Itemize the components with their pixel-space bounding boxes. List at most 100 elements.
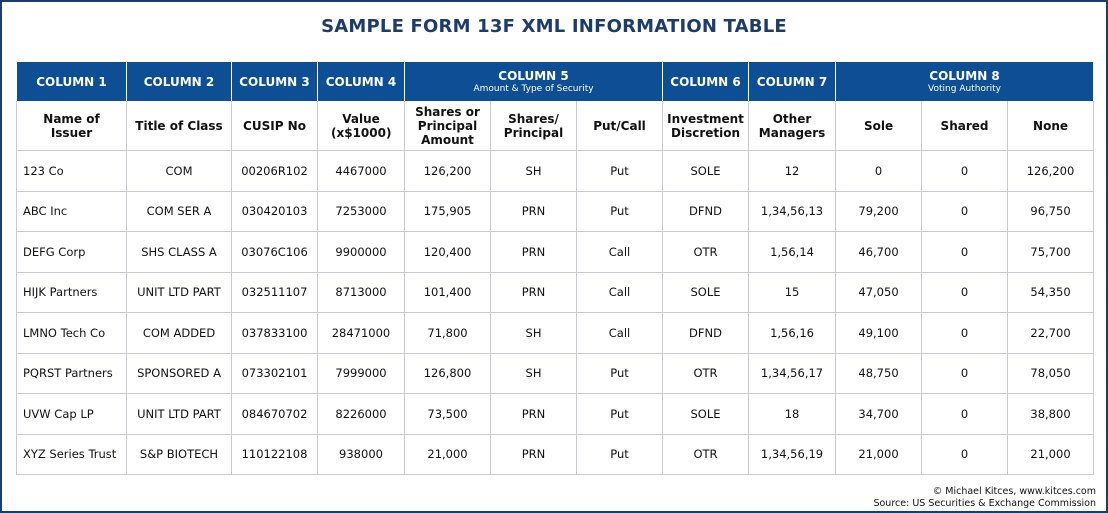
column-header: Shares/ Principal [490,101,577,151]
table-cell: 0 [921,352,1009,394]
table-cell: XYZ Series Trust [16,433,127,475]
table-cell: SOLE [662,393,750,435]
group-label: COLUMN 1 [36,74,107,89]
table-cell: 48,750 [835,352,923,394]
table-cell: 938000 [317,433,405,475]
table-cell: 073302101 [231,352,318,394]
table-cell: DFND [662,190,750,232]
table-cell: 030420103 [231,190,318,232]
table-cell: 084670702 [231,393,318,435]
table-cell: ABC Inc [16,190,127,232]
table-row: DEFG Corp SHS CLASS A 03076C106 9900000 120,… [16,231,1095,273]
table-body: 123 Co COM 00206R102 4467000 126,200 SH Put SOL… [16,150,1095,475]
table-cell: 78,050 [1007,352,1095,394]
column-header-text: Name of Issuer [43,111,100,140]
table-cell: 120,400 [404,231,491,273]
table-cell: 38,800 [1007,393,1095,435]
table-cell: 21,000 [404,433,491,475]
table-cell: 49,100 [835,312,923,354]
table-cell: 126,200 [404,150,491,192]
table-cell: PQRST Partners [16,352,127,394]
table-cell: 12 [748,150,837,192]
table-cell: PRN [490,271,577,313]
table-row: PQRST Partners SPONSORED A 073302101 799900… [16,352,1095,394]
table-row: LMNO Tech Co COM ADDED 037833100 28471000 71… [16,312,1095,354]
table-cell: SH [490,312,577,354]
table-cell: PRN [490,393,577,435]
table-cell: 18 [748,393,837,435]
table-cell: OTR [662,231,750,273]
table-cell: 0 [835,150,923,192]
column-header-text: Sole [863,118,894,133]
table-cell: DFND [662,312,750,354]
table-cell: DEFG Corp [16,231,127,273]
table-row: XYZ Series Trust S&P BIOTECH 110122108 9380… [16,433,1095,475]
column-header: Other Managers [748,101,837,151]
table-cell: 1,56,16 [748,312,837,354]
group-label: COLUMN 6 [670,74,741,89]
table-row: HIJK Partners UNIT LTD PART 032511107 87130… [16,271,1095,313]
table-cell: SOLE [662,150,750,192]
column-header: Shared [921,101,1009,151]
table-cell: 1,34,56,19 [748,433,837,475]
column-header-text: Shared [940,118,989,133]
table-cell: 8226000 [317,393,405,435]
table-cell: 8713000 [317,271,405,313]
table-cell: 4467000 [317,150,405,192]
column-header: Name of Issuer [16,101,127,151]
table-cell: LMNO Tech Co [16,312,127,354]
table-cell: 7999000 [317,352,405,394]
column-header-text: CUSIP No [243,118,306,133]
column-header-text: Shares or Principal Amount [415,104,480,147]
group-label: COLUMN 2 [143,74,215,89]
column-header: None [1007,101,1095,151]
group-header: COLUMN 8 Voting Authority [835,62,1095,101]
table-row: UVW Cap LP UNIT LTD PART 084670702 8226000 7… [16,393,1095,435]
table-cell: 7253000 [317,190,405,232]
table-cell: 22,700 [1007,312,1095,354]
table-cell: PRN [490,190,577,232]
group-header: COLUMN 5 Amount & Type of Security [403,62,664,101]
table-cell: 9900000 [317,231,405,273]
group-label: COLUMN 7 [756,74,828,89]
table-cell: 175,905 [404,190,491,232]
column-header-text: Other Managers [758,111,826,140]
table-cell: 126,200 [1007,150,1095,192]
table-cell: OTR [662,352,750,394]
table-cell: Put [575,433,664,475]
column-header-text: None [1033,118,1068,133]
table-cell: 126,800 [404,352,491,394]
table-cell: 0 [921,231,1009,273]
column-header-text: Put/Call [593,118,646,133]
table-cell: 54,350 [1007,271,1095,313]
footer-line: Source: US Securities & Exchange Commiss… [873,498,1096,509]
table-cell: 00206R102 [231,150,318,192]
table-cell: SHS CLASS A [126,231,232,273]
table-cell: 21,000 [1007,433,1095,475]
table-cell: 96,750 [1007,190,1095,232]
column-header: Shares or Principal Amount [404,101,491,151]
table-cell: 0 [921,190,1009,232]
column-header-text: Shares/ Principal [503,111,564,140]
table-cell: PRN [490,231,577,273]
table-cell: OTR [662,433,750,475]
column-header: Value (x$1000) [317,101,405,151]
table-cell: SOLE [662,271,750,313]
table-cell: S&P BIOTECH [126,433,232,475]
column-header: Sole [835,101,923,151]
table-cell: Put [575,190,664,232]
group-header: COLUMN 6 [662,62,750,101]
group-label: COLUMN 4 [325,74,397,89]
table-cell: 47,050 [835,271,923,313]
table-cell: 28471000 [317,312,405,354]
table-cell: UNIT LTD PART [126,393,232,435]
table-cell: 037833100 [231,312,318,354]
table-cell: Put [575,150,664,192]
table-cell: Put [575,393,664,435]
table-cell: 34,700 [835,393,923,435]
footer-line: © Michael Kitces, www.kitces.com [932,486,1096,497]
table-cell: 0 [921,312,1009,354]
info-table: COLUMN 1 COLUMN 2 COLUMN 3 COLUMN 4 COLUMN 5… [16,62,1095,475]
